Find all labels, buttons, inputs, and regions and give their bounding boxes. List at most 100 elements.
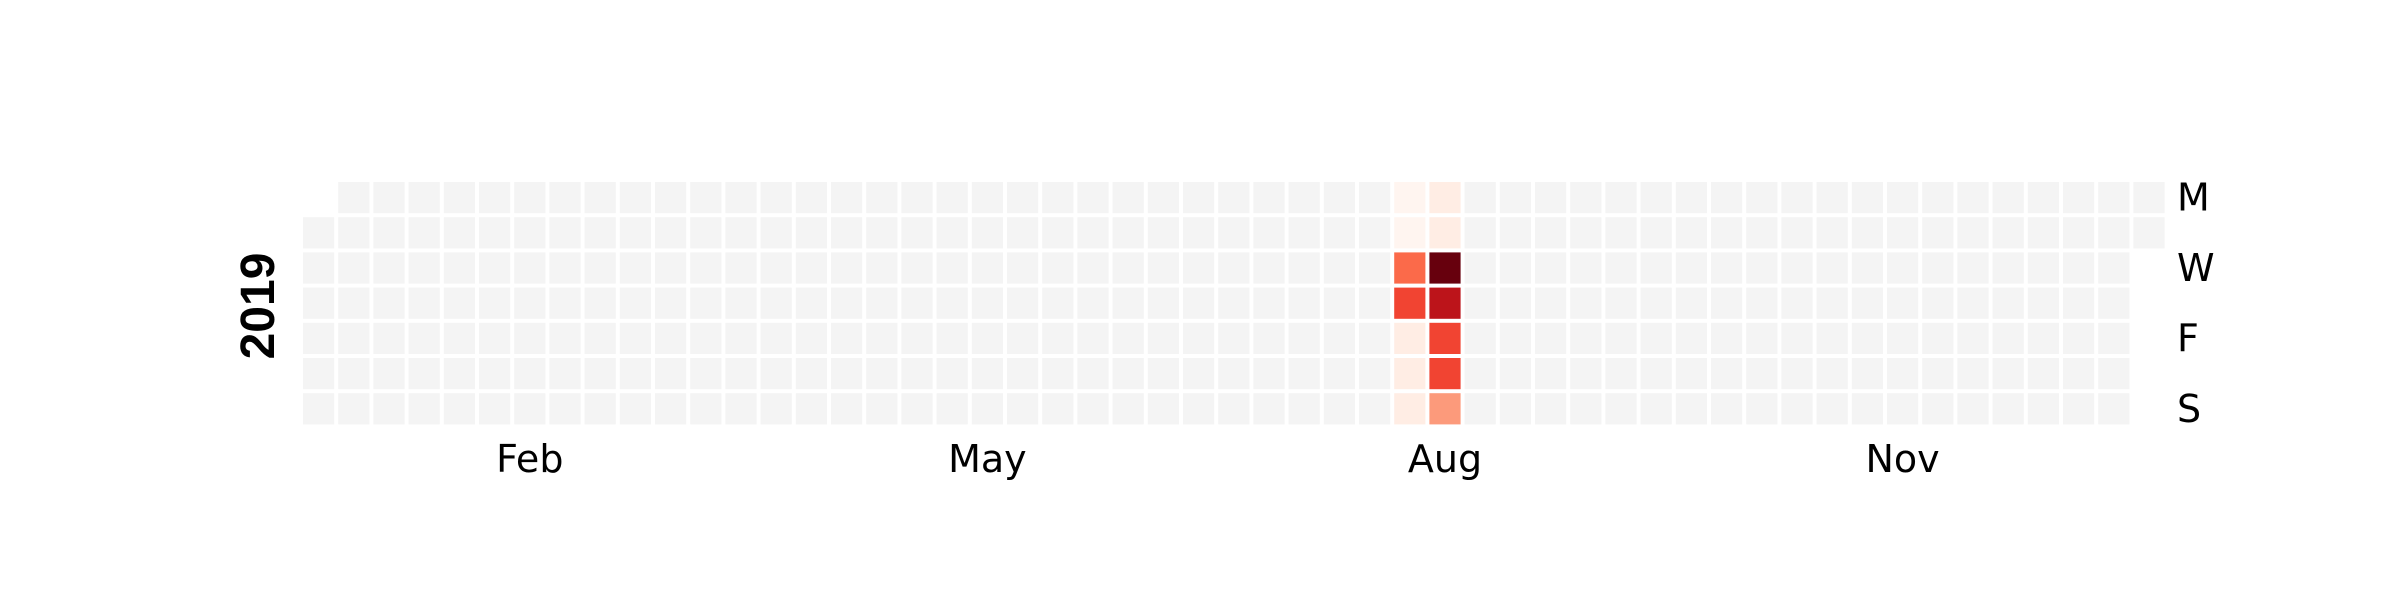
day-cell [1711,182,1743,214]
day-cell [1323,182,1355,214]
day-cell [1922,252,1954,284]
day-cell [1007,393,1039,425]
day-cell [1746,252,1778,284]
day-cell [443,182,475,214]
day-cell [1359,217,1391,249]
day-cell [443,287,475,319]
day-cell [1570,358,1602,390]
day-cell [338,322,370,354]
day-cell [1323,322,1355,354]
year-label: 2019 [232,253,285,360]
day-cell [1007,252,1039,284]
day-cell [831,393,863,425]
day-cell [1077,287,1109,319]
day-cell [1605,252,1637,284]
day-cell [2098,217,2130,249]
day-cell [1851,393,1883,425]
day-cell [901,393,933,425]
day-cell [1851,182,1883,214]
day-cell [479,287,511,319]
day-cell [1675,393,1707,425]
day-cell [1675,182,1707,214]
day-cell [1499,322,1531,354]
day-cell [1007,182,1039,214]
day-cell [1464,322,1496,354]
day-cell [1781,217,1813,249]
day-cell [1183,182,1215,214]
day-cell [1112,252,1144,284]
day-cell [619,322,651,354]
day-cell [1922,358,1954,390]
day-cell [2098,358,2130,390]
day-cell [2133,217,2165,249]
day-cell [1816,287,1848,319]
day-cell [690,287,722,319]
day-cell [1746,322,1778,354]
day-cell [1499,358,1531,390]
day-cell [971,252,1003,284]
weekday-tick-label: M [2177,176,2210,220]
month-tick-label: Feb [496,437,563,481]
day-cell [690,393,722,425]
day-cell [584,393,616,425]
day-cell [408,287,440,319]
day-cell [936,287,968,319]
day-cell [760,182,792,214]
day-cell [655,322,687,354]
day-cell [514,322,546,354]
day-cell [1605,393,1637,425]
day-cell [1218,182,1250,214]
day-cell [514,287,546,319]
day-cell [831,217,863,249]
day-cell [408,393,440,425]
day-cell [795,322,827,354]
day-cell [1887,182,1919,214]
day-cell [795,217,827,249]
day-cell [1253,217,1285,249]
day-cell [971,182,1003,214]
day-cell [1218,358,1250,390]
day-cell [619,252,651,284]
day-cell [1077,252,1109,284]
day-cell [443,358,475,390]
day-cell [936,322,968,354]
day-cell [1816,358,1848,390]
day-cell [1851,287,1883,319]
day-cell [1816,322,1848,354]
day-cell [514,182,546,214]
day-cell [1183,252,1215,284]
day-cell [1746,358,1778,390]
day-cell [2098,252,2130,284]
day-cell [303,287,335,319]
day-cell [1781,182,1813,214]
month-tick-label: Nov [1866,437,1940,481]
day-cell [1253,287,1285,319]
day-cell [1359,182,1391,214]
day-cell [1922,287,1954,319]
day-cell [1464,252,1496,284]
day-cell [619,217,651,249]
day-cell [1042,182,1074,214]
day-cell [1218,287,1250,319]
day-cell [2027,393,2059,425]
day-cell [831,182,863,214]
day-cell [1288,252,1320,284]
day-cell [1499,252,1531,284]
day-cell [1816,182,1848,214]
day-cell [1429,252,1461,284]
day-cell [1288,182,1320,214]
day-cell [1253,393,1285,425]
day-cell [866,182,898,214]
day-cell [514,393,546,425]
day-cell [1429,287,1461,319]
day-cell [901,217,933,249]
day-cell [1183,358,1215,390]
day-cell [619,182,651,214]
day-cell [1359,393,1391,425]
day-cell [443,217,475,249]
day-cell [831,287,863,319]
day-cell [1147,217,1179,249]
day-cell [971,287,1003,319]
day-cell [1218,322,1250,354]
